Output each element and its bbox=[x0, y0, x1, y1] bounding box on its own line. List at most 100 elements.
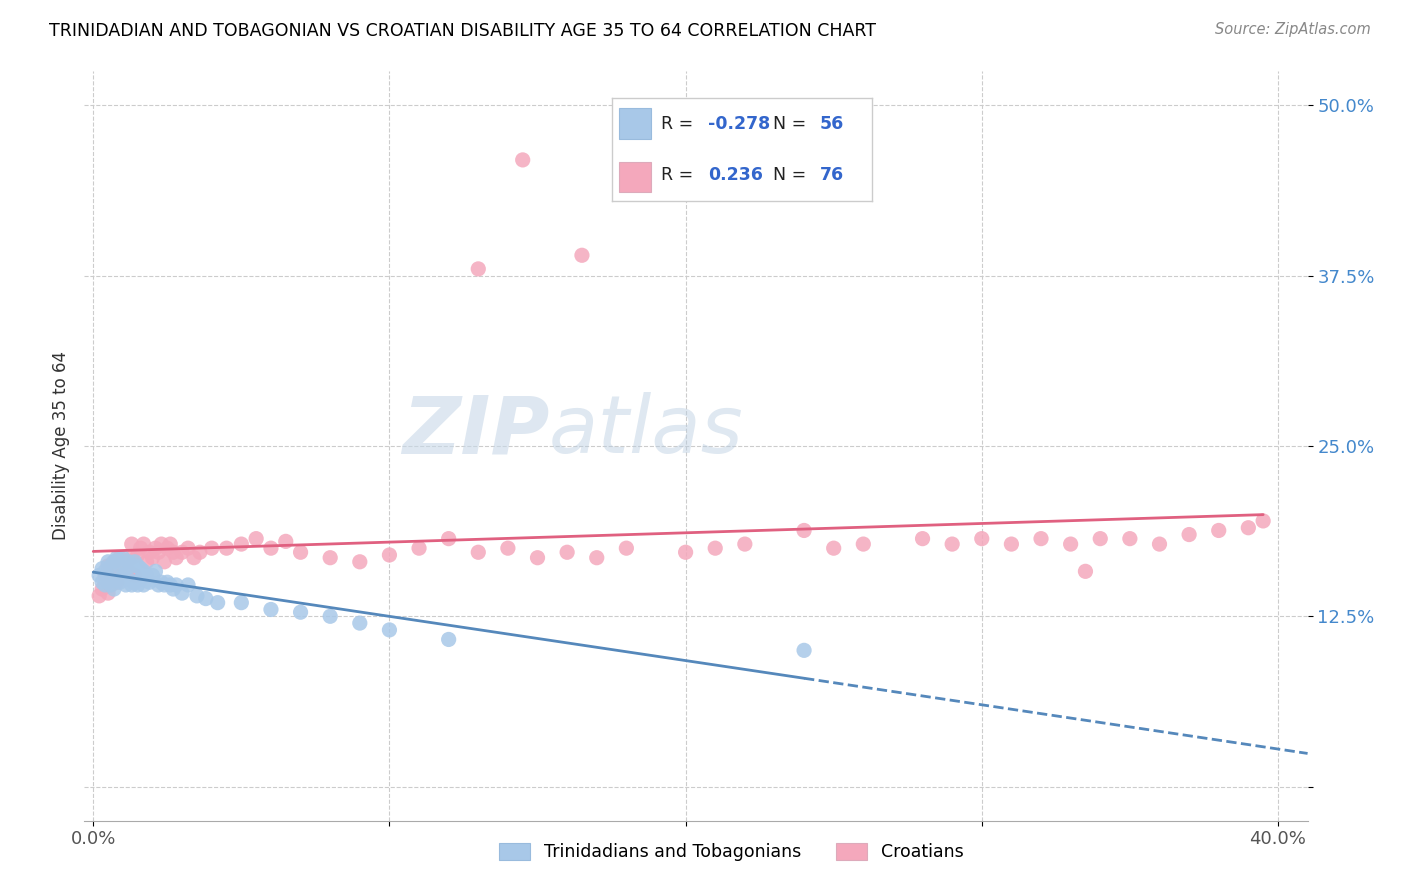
Point bbox=[111, 550, 134, 565]
Point bbox=[91, 582, 114, 596]
Point bbox=[319, 550, 342, 565]
Point bbox=[97, 558, 120, 573]
Point bbox=[103, 555, 125, 569]
Point bbox=[162, 545, 184, 559]
Point bbox=[1149, 537, 1171, 551]
Point bbox=[100, 558, 122, 573]
Point bbox=[153, 578, 176, 592]
Point bbox=[1090, 532, 1112, 546]
Text: R =: R = bbox=[661, 115, 699, 133]
Point bbox=[138, 545, 160, 559]
Point bbox=[148, 578, 170, 592]
Point bbox=[1074, 565, 1097, 579]
Point bbox=[911, 532, 934, 546]
Point bbox=[108, 550, 131, 565]
Point bbox=[231, 596, 253, 610]
Point bbox=[121, 578, 143, 592]
Point bbox=[156, 575, 179, 590]
Point bbox=[121, 558, 143, 573]
Point bbox=[105, 575, 128, 590]
Point bbox=[378, 548, 401, 562]
Point bbox=[97, 586, 120, 600]
Point bbox=[129, 541, 152, 556]
Point bbox=[118, 573, 141, 587]
Point bbox=[245, 532, 267, 546]
Point bbox=[215, 541, 238, 556]
Point bbox=[100, 578, 122, 592]
Point bbox=[108, 565, 131, 579]
Point bbox=[1059, 537, 1081, 551]
Text: -0.278: -0.278 bbox=[707, 115, 770, 133]
Point bbox=[103, 568, 125, 582]
Point bbox=[614, 541, 637, 556]
Point bbox=[555, 545, 578, 559]
Point bbox=[970, 532, 993, 546]
Point bbox=[103, 582, 125, 596]
Text: R =: R = bbox=[661, 166, 704, 184]
Text: Source: ZipAtlas.com: Source: ZipAtlas.com bbox=[1215, 22, 1371, 37]
Point bbox=[319, 609, 342, 624]
Point bbox=[1251, 514, 1274, 528]
Point bbox=[138, 575, 160, 590]
Point bbox=[118, 565, 141, 579]
Point bbox=[108, 558, 131, 573]
Point bbox=[675, 545, 697, 559]
Point bbox=[378, 623, 401, 637]
Point bbox=[145, 541, 167, 556]
Point bbox=[183, 550, 205, 565]
Point bbox=[1178, 527, 1201, 541]
Point bbox=[467, 545, 489, 559]
Point bbox=[186, 589, 208, 603]
Point bbox=[150, 575, 173, 590]
Point bbox=[105, 573, 128, 587]
Point bbox=[132, 537, 155, 551]
Point bbox=[114, 578, 136, 592]
Point bbox=[260, 541, 283, 556]
Point bbox=[852, 537, 875, 551]
Point bbox=[290, 605, 312, 619]
Point bbox=[97, 575, 120, 590]
Point bbox=[91, 575, 114, 590]
Point bbox=[124, 555, 146, 569]
Point bbox=[121, 550, 143, 565]
Point bbox=[153, 555, 176, 569]
Text: 56: 56 bbox=[820, 115, 844, 133]
Bar bbox=[620, 161, 651, 193]
Point bbox=[127, 548, 149, 562]
Point bbox=[1029, 532, 1052, 546]
Point bbox=[526, 550, 548, 565]
Point bbox=[823, 541, 845, 556]
Point bbox=[1119, 532, 1142, 546]
Bar bbox=[620, 108, 651, 139]
Point bbox=[97, 568, 120, 582]
Point bbox=[793, 643, 815, 657]
Point bbox=[585, 550, 607, 565]
Text: ZIP: ZIP bbox=[402, 392, 550, 470]
Point bbox=[172, 586, 194, 600]
Point bbox=[290, 545, 312, 559]
Point bbox=[108, 575, 131, 590]
Point bbox=[89, 589, 111, 603]
Text: 0.236: 0.236 bbox=[707, 166, 762, 184]
Point bbox=[94, 568, 117, 582]
Point bbox=[94, 565, 117, 579]
Point bbox=[408, 541, 430, 556]
Point bbox=[941, 537, 963, 551]
Point bbox=[159, 578, 181, 592]
Point bbox=[165, 550, 187, 565]
Point bbox=[94, 578, 117, 592]
Point bbox=[188, 545, 211, 559]
Point bbox=[349, 555, 371, 569]
Point bbox=[231, 537, 253, 551]
Point bbox=[159, 537, 181, 551]
Point bbox=[177, 578, 200, 592]
Point bbox=[571, 248, 593, 262]
Y-axis label: Disability Age 35 to 64: Disability Age 35 to 64 bbox=[52, 351, 70, 541]
Point bbox=[496, 541, 519, 556]
Point bbox=[1000, 537, 1022, 551]
Point bbox=[141, 550, 163, 565]
Point bbox=[145, 565, 167, 579]
Point bbox=[127, 558, 149, 573]
Point bbox=[437, 532, 460, 546]
Point bbox=[118, 555, 141, 569]
